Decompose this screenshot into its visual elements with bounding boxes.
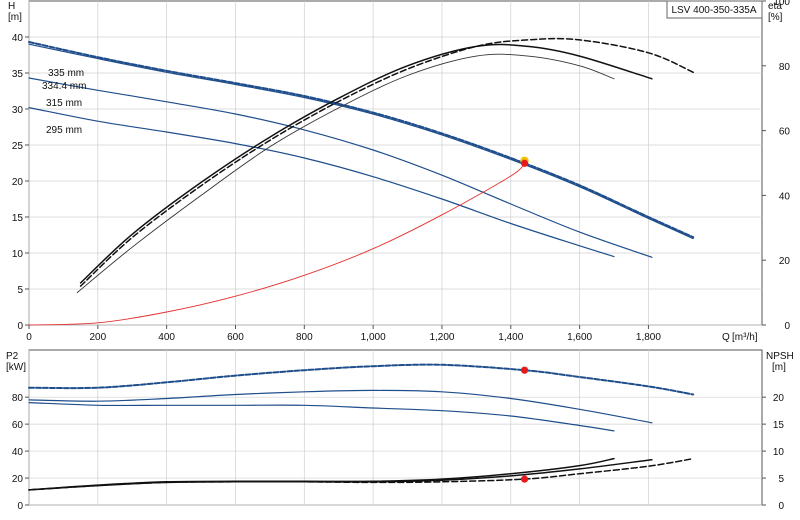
- head-tick-label: 30: [12, 105, 24, 116]
- eta-tick-label: 60: [779, 127, 791, 138]
- power-series-0: [28, 363, 695, 396]
- head-series-4: [28, 162, 525, 326]
- head-tick-label: 40: [12, 33, 24, 44]
- curve-label-335: 335 mm: [48, 68, 84, 79]
- model-box: [666, 0, 763, 19]
- power-tick-label: 0: [17, 501, 23, 512]
- duty-point-power-0: [520, 366, 529, 374]
- flow-axis-unit: [m³/h]: [732, 332, 758, 343]
- npsh-tick-label: 20: [773, 393, 785, 404]
- power-grid: [28, 350, 762, 506]
- eta-axis-unit: [%]: [768, 12, 783, 23]
- curve-label-334-4: 334.4 mm: [42, 81, 86, 92]
- flow-axis-label: Q: [722, 332, 730, 343]
- x-tick-label: 800: [296, 332, 313, 343]
- head-axis-unit: [m]: [8, 12, 22, 23]
- head-series-7: [76, 53, 615, 294]
- eta-tick-label: 80: [779, 62, 791, 73]
- head-tick-label: 35: [12, 69, 24, 80]
- npsh-tick-label: 15: [773, 420, 785, 431]
- x-tick-label: 400: [158, 332, 175, 343]
- power-tick-label: 40: [12, 447, 24, 458]
- power-series-5: [28, 457, 615, 491]
- x-tick-label: 200: [89, 332, 106, 343]
- duty-point-power-1: [520, 475, 529, 483]
- head-tick-label: 25: [12, 141, 24, 152]
- npsh-tick-label: 10: [773, 447, 785, 458]
- head-series-6: [79, 43, 653, 284]
- npsh-tick-label: 5: [778, 474, 784, 485]
- head-grid: [28, 1, 762, 326]
- curve-label-295: 295 mm: [46, 125, 82, 136]
- npsh-axis-unit: [m]: [772, 362, 786, 373]
- duty-point-head: [520, 159, 529, 167]
- head-series-5: [79, 37, 694, 287]
- head-series-1: [28, 43, 694, 240]
- x-tick-label: 1,600: [567, 332, 592, 343]
- power-tick-label: 80: [12, 393, 24, 404]
- model-label: LSV 400-350-335A: [671, 5, 756, 16]
- x-tick-label: 1,200: [429, 332, 454, 343]
- power-series-1: [28, 389, 653, 424]
- head-series-0: [28, 41, 695, 239]
- eta-tick-label: 100: [773, 0, 790, 8]
- x-tick-label: 1,000: [361, 332, 386, 343]
- head-series-2: [28, 77, 653, 258]
- power-axis-label: P2: [6, 351, 19, 362]
- x-tick-label: 600: [227, 332, 244, 343]
- eta-tick-label: 20: [779, 256, 791, 267]
- eta-tick-label: 40: [779, 191, 791, 202]
- power-tick-label: 20: [12, 474, 24, 485]
- head-series-3: [28, 107, 615, 258]
- power-series-4: [28, 458, 653, 491]
- npsh-tick-label: 0: [778, 501, 784, 512]
- power-axis-unit: [kW]: [6, 362, 26, 373]
- power-series-2: [28, 402, 615, 432]
- x-tick-label: 1,400: [498, 332, 523, 343]
- head-tick-label: 10: [12, 249, 24, 260]
- eta-tick-label: 0: [784, 321, 790, 332]
- x-tick-label: 0: [26, 332, 32, 343]
- curve-label-315: 315 mm: [46, 98, 82, 109]
- head-plot-frame: [28, 0, 763, 326]
- npsh-axis-label: NPSH: [766, 351, 794, 362]
- power-tick-label: 60: [12, 420, 24, 431]
- head-tick-label: 5: [17, 285, 23, 296]
- head-axis-label: H: [8, 1, 15, 12]
- x-tick-label: 1,800: [636, 332, 661, 343]
- head-tick-label: 15: [12, 213, 24, 224]
- head-tick-label: 20: [12, 177, 24, 188]
- head-tick-label: 0: [17, 321, 23, 332]
- eta-axis-label: eta: [768, 1, 782, 12]
